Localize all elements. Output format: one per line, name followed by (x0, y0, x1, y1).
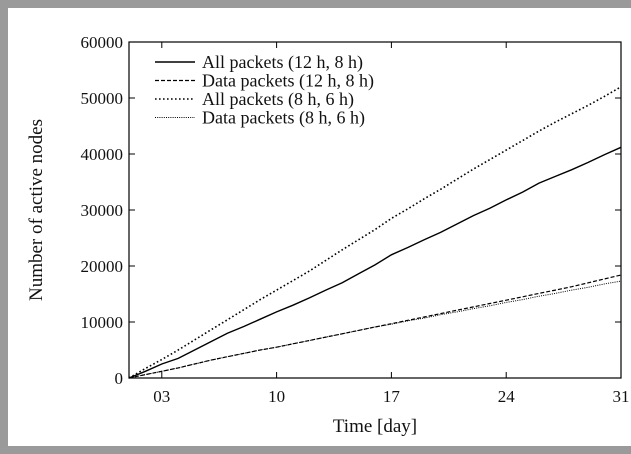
y-tick-label: 0 (115, 369, 124, 388)
x-tick-label: 24 (498, 387, 516, 406)
axes-group: 0 10000 20000 30000 40000 50000 60000 03 10 17 24 3… (81, 33, 630, 406)
x-tick-label: 31 (613, 387, 630, 406)
x-axis-label: Time [day] (333, 416, 417, 437)
x-tick-label: 03 (153, 387, 170, 406)
y-tick-label: 40000 (81, 145, 124, 164)
y-axis-label: Number of active nodes (26, 119, 47, 301)
legend: All packets (12 h, 8 h)Data packets (12 … (155, 52, 374, 129)
x-tick-label: 17 (383, 387, 401, 406)
series-layer (128, 86, 622, 379)
y-tick-label: 60000 (81, 33, 124, 52)
legend-label-1: All packets (12 h, 8 h) (202, 52, 363, 73)
y-tick-label: 10000 (81, 313, 124, 332)
legend-label-3: All packets (8 h, 6 h) (202, 89, 354, 110)
y-tick-label: 30000 (81, 201, 124, 220)
series-line-4 (128, 280, 622, 379)
y-tick-label: 50000 (81, 89, 124, 108)
legend-label-4: Data packets (8 h, 6 h) (202, 108, 365, 129)
series-line-3 (128, 86, 622, 379)
x-tick-label: 10 (268, 387, 285, 406)
y-tick-label: 20000 (81, 257, 124, 276)
series-line-1 (128, 146, 622, 379)
legend-label-2: Data packets (12 h, 8 h) (202, 71, 374, 92)
